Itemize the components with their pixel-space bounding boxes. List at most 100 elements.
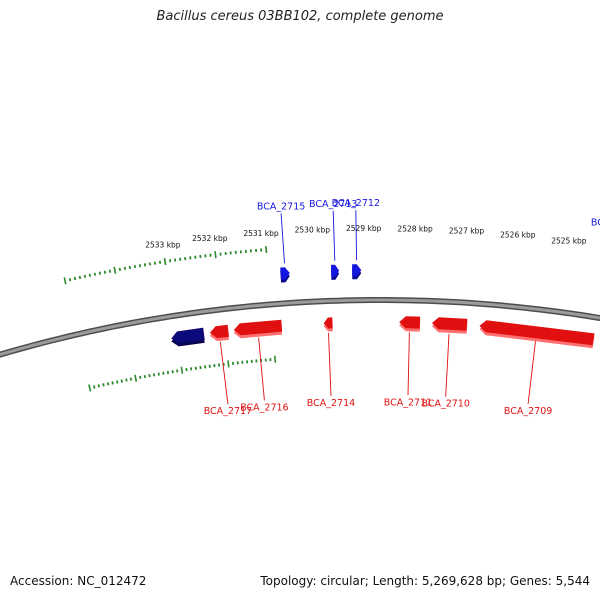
kbp-label: 2525 kbp: [551, 237, 587, 246]
outer-major-tick: [265, 246, 268, 254]
accession-label: Accession: NC_012472: [10, 574, 147, 588]
gene-arrow-reverse-body[interactable]: [432, 317, 468, 331]
gene-features[interactable]: [171, 264, 600, 370]
outer-minor-tick: [83, 274, 87, 279]
gene-label[interactable]: BCA_2717: [204, 406, 252, 417]
gene-leader-line: [328, 332, 332, 397]
inner-minor-tick: [176, 369, 179, 373]
inner-minor-tick: [148, 374, 151, 378]
genome-stats: Topology: circular; Length: 5,269,628 bp…: [260, 574, 590, 588]
genome-backbone: [0, 297, 600, 358]
gene-leader-line: [527, 341, 536, 404]
gene-arrow-reverse-body[interactable]: [233, 319, 283, 336]
inner-minor-tick: [102, 383, 105, 387]
outer-minor-tick: [93, 272, 97, 276]
outer-minor-tick: [98, 271, 102, 275]
gene-labels[interactable]: BCA_2715BCA_2713BCA_2712BCA_2708BCA_2707…: [204, 198, 600, 434]
inner-minor-tick: [111, 381, 114, 385]
gene-leader-line: [280, 213, 285, 264]
inner-minor-tick: [190, 367, 193, 371]
gene-label[interactable]: BCA_2715: [257, 201, 305, 212]
inner-major-tick: [180, 366, 184, 374]
gene-arrow-reverse-body[interactable]: [479, 320, 595, 346]
inner-minor-tick: [129, 377, 133, 381]
gene-arrow-reverse-body[interactable]: [323, 317, 333, 329]
inner-major-tick: [227, 360, 230, 368]
outer-minor-tick: [118, 267, 122, 271]
inner-minor-tick: [97, 384, 101, 388]
gene-leader-line: [407, 332, 410, 396]
gene-label[interactable]: BCA_2714: [307, 398, 355, 409]
gene-arrow-reverse[interactable]: [479, 320, 595, 349]
inner-major-tick: [134, 374, 138, 382]
gene-arrow-reverse[interactable]: [233, 319, 283, 339]
gene-leader-line: [445, 333, 450, 397]
gene-arrow-forward-body[interactable]: [280, 267, 290, 280]
gene-label[interactable]: BCA_2708: [591, 217, 600, 228]
tick-marks: [63, 246, 277, 392]
outer-minor-tick: [143, 263, 147, 267]
gene-arrow-forward-body[interactable]: [331, 264, 340, 277]
inner-minor-tick: [120, 379, 123, 383]
outer-minor-tick: [73, 276, 77, 281]
inner-minor-tick: [171, 370, 174, 374]
gene-arrow-forward[interactable]: [331, 264, 340, 280]
gene-leader-line: [355, 210, 358, 261]
gene-arrow-reverse[interactable]: [432, 317, 468, 334]
kbp-label: 2526 kbp: [500, 231, 536, 240]
kbp-scale: 2533 kbp 2532 kbp 2531 kbp 2530 kbp 2529 kbp…: [145, 224, 587, 250]
gene-arrow-forward[interactable]: [280, 267, 290, 283]
outer-minor-tick: [108, 269, 112, 273]
kbp-label: 2533 kbp: [145, 241, 181, 250]
outer-major-tick: [163, 257, 167, 266]
unlabeled-feature-2-body[interactable]: [171, 327, 205, 344]
unlabeled-feature-2[interactable]: [171, 327, 205, 347]
inner-minor-tick: [166, 370, 170, 375]
gene-leader-line: [219, 341, 229, 405]
gene-label[interactable]: BCA_2713: [309, 199, 357, 210]
inner-minor-tick: [93, 385, 96, 389]
outer-minor-tick: [138, 264, 142, 268]
outer-minor-tick: [68, 278, 72, 282]
outer-major-tick: [63, 277, 67, 285]
outer-minor-tick: [133, 264, 137, 269]
inner-minor-tick: [106, 382, 110, 386]
gene-label[interactable]: BCA_2711: [384, 397, 432, 408]
gene-arrow-reverse[interactable]: [399, 316, 421, 332]
inner-minor-tick: [116, 380, 119, 384]
gene-leader-line: [332, 210, 336, 261]
inner-minor-tick: [143, 374, 146, 379]
inner-major-tick: [88, 384, 92, 392]
kbp-label: 2531 kbp: [243, 229, 279, 238]
outer-major-tick: [113, 266, 117, 274]
gene-arrow-forward-body[interactable]: [352, 264, 362, 277]
inner-major-tick: [274, 355, 277, 363]
inner-minor-tick: [125, 378, 128, 382]
gene-label[interactable]: BCA_2710: [421, 399, 469, 410]
gene-arrow-reverse[interactable]: [323, 317, 333, 332]
gene-arrow-forward[interactable]: [352, 264, 362, 280]
inner-minor-tick: [157, 372, 160, 376]
outer-minor-tick: [158, 260, 162, 264]
gene-arrow-reverse[interactable]: [209, 324, 229, 342]
outer-minor-tick: [88, 273, 92, 277]
inner-minor-tick: [139, 375, 142, 380]
backbone-line: [0, 298, 600, 357]
gene-label[interactable]: BCA_2712: [332, 198, 380, 209]
gene-arrow-reverse-body[interactable]: [209, 324, 229, 339]
inner-minor-tick: [152, 373, 156, 377]
gene-label[interactable]: BCA_2716: [240, 402, 288, 413]
kbp-label: 2530 kbp: [295, 226, 331, 235]
outer-major-tick: [214, 251, 217, 259]
kbp-label: 2529 kbp: [346, 224, 382, 233]
inner-minor-tick: [162, 371, 165, 375]
gene-leader-line: [258, 337, 265, 401]
kbp-label: 2532 kbp: [192, 234, 228, 243]
gene-label[interactable]: BCA_2709: [504, 406, 552, 417]
kbp-label: 2527 kbp: [449, 227, 485, 236]
outer-minor-tick: [103, 270, 107, 274]
outer-minor-tick: [123, 266, 127, 270]
outer-minor-tick: [148, 262, 152, 266]
gene-arrow-reverse-body[interactable]: [399, 316, 421, 329]
